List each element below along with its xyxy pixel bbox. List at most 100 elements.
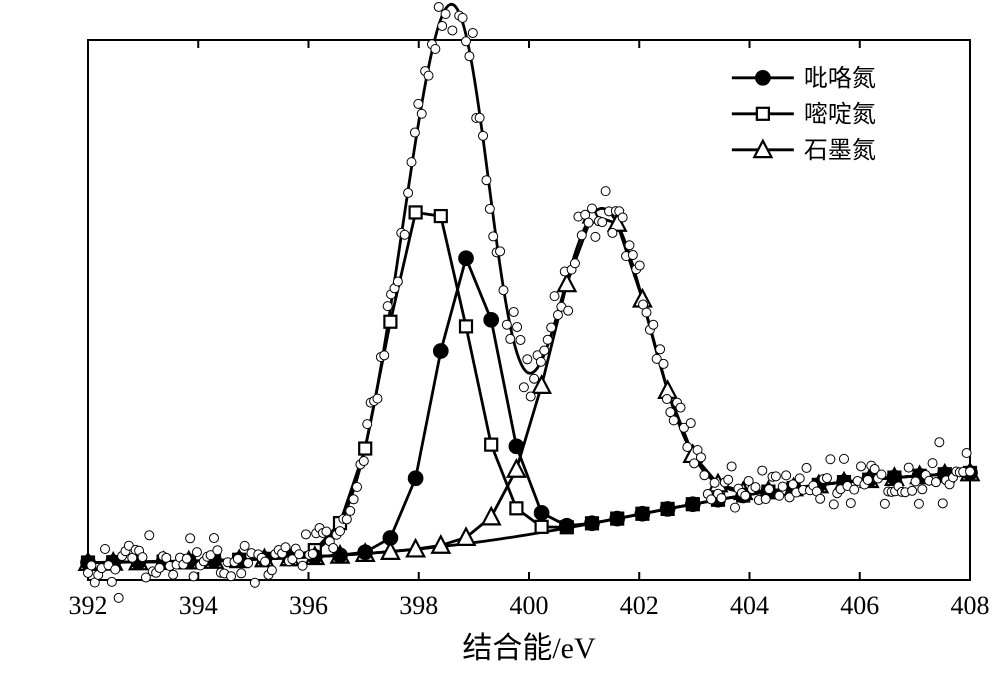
raw-point-icon: [822, 474, 831, 483]
circle-filled-icon: [560, 519, 574, 533]
raw-point-icon: [782, 471, 791, 480]
raw-point-icon: [162, 553, 171, 562]
raw-point-icon: [553, 310, 562, 319]
raw-point-icon: [281, 543, 290, 552]
raw-point-icon: [570, 259, 579, 268]
raw-point-icon: [244, 559, 253, 568]
raw-point-icon: [192, 548, 201, 557]
raw-point-icon: [138, 553, 147, 562]
square-open-icon: [485, 439, 497, 451]
raw-point-icon: [928, 459, 937, 468]
raw-point-icon: [414, 99, 423, 108]
raw-point-icon: [914, 499, 923, 508]
raw-point-icon: [717, 494, 726, 503]
raw-point-icon: [513, 322, 522, 331]
raw-point-icon: [642, 308, 651, 317]
square-open-icon: [410, 206, 422, 218]
raw-point-icon: [840, 454, 849, 463]
raw-point-icon: [182, 554, 191, 563]
raw-point-icon: [458, 13, 467, 22]
raw-point-icon: [676, 403, 685, 412]
circle-filled-icon: [585, 516, 599, 530]
raw-point-icon: [346, 506, 355, 515]
raw-point-icon: [169, 570, 178, 579]
circle-filled-icon: [686, 497, 700, 511]
raw-point-icon: [618, 213, 627, 222]
chart-container: 392394396398400402404406408结合能/eV吡咯氮嘧啶氮石…: [0, 0, 1000, 685]
raw-point-icon: [298, 561, 307, 570]
raw-point-icon: [656, 345, 665, 354]
raw-point-icon: [233, 554, 242, 563]
raw-point-icon: [448, 26, 457, 35]
x-tick-label: 404: [730, 591, 769, 620]
raw-point-icon: [424, 71, 433, 80]
raw-point-icon: [880, 499, 889, 508]
raw-point-icon: [598, 218, 607, 227]
raw-point-icon: [107, 577, 116, 586]
raw-point-icon: [666, 408, 675, 417]
raw-point-icon: [213, 546, 222, 555]
raw-point-icon: [237, 569, 246, 578]
raw-point-icon: [407, 158, 416, 167]
raw-point-icon: [87, 561, 96, 570]
circle-filled-icon: [434, 344, 448, 358]
raw-point-icon: [250, 578, 259, 587]
raw-point-icon: [724, 475, 733, 484]
raw-point-icon: [584, 218, 593, 227]
raw-point-icon: [400, 230, 409, 239]
series-markers-pyrimidine: [82, 206, 976, 568]
raw-point-icon: [295, 550, 304, 559]
raw-point-icon: [308, 549, 317, 558]
square-open-icon: [510, 502, 522, 514]
legend-label: 石墨氮: [804, 137, 876, 164]
raw-point-icon: [465, 52, 474, 61]
x-tick-label: 400: [510, 591, 549, 620]
circle-filled-icon: [661, 502, 675, 516]
x-tick-label: 394: [179, 591, 218, 620]
raw-point-icon: [904, 463, 913, 472]
x-tick-label: 392: [69, 591, 108, 620]
raw-point-icon: [441, 9, 450, 18]
raw-point-icon: [509, 307, 518, 316]
raw-point-icon: [526, 392, 535, 401]
raw-point-icon: [669, 416, 678, 425]
raw-point-icon: [359, 457, 368, 466]
circle-filled-icon: [610, 512, 624, 526]
raw-point-icon: [577, 231, 586, 240]
circle-filled-icon: [358, 545, 372, 559]
circle-filled-icon: [484, 313, 498, 327]
raw-point-icon: [608, 228, 617, 237]
raw-point-icon: [795, 474, 804, 483]
raw-point-icon: [588, 204, 597, 213]
raw-point-icon: [380, 351, 389, 360]
raw-point-icon: [758, 466, 767, 475]
square-open-icon: [757, 108, 769, 120]
raw-point-icon: [410, 128, 419, 137]
raw-point-icon: [438, 21, 447, 30]
circle-filled-icon: [409, 472, 423, 486]
raw-point-icon: [111, 565, 120, 574]
raw-point-icon: [502, 320, 511, 329]
raw-point-icon: [155, 563, 164, 572]
raw-point-icon: [625, 241, 634, 250]
raw-point-icon: [516, 335, 525, 344]
raw-point-icon: [506, 334, 515, 343]
raw-point-icon: [850, 485, 859, 494]
circle-filled-icon: [510, 440, 524, 454]
raw-point-icon: [696, 453, 705, 462]
raw-point-icon: [210, 534, 219, 543]
legend-label: 吡咯氮: [804, 65, 876, 92]
circle-filled-icon: [756, 71, 770, 85]
raw-point-icon: [114, 593, 123, 602]
raw-point-icon: [686, 419, 695, 428]
raw-point-icon: [826, 455, 835, 464]
raw-point-icon: [635, 261, 644, 270]
raw-point-icon: [475, 113, 484, 122]
raw-point-icon: [329, 544, 338, 553]
x-tick-label: 396: [289, 591, 328, 620]
raw-point-icon: [802, 463, 811, 472]
raw-point-icon: [877, 470, 886, 479]
raw-point-icon: [145, 531, 154, 540]
square-open-icon: [384, 316, 396, 328]
raw-point-icon: [482, 176, 491, 185]
